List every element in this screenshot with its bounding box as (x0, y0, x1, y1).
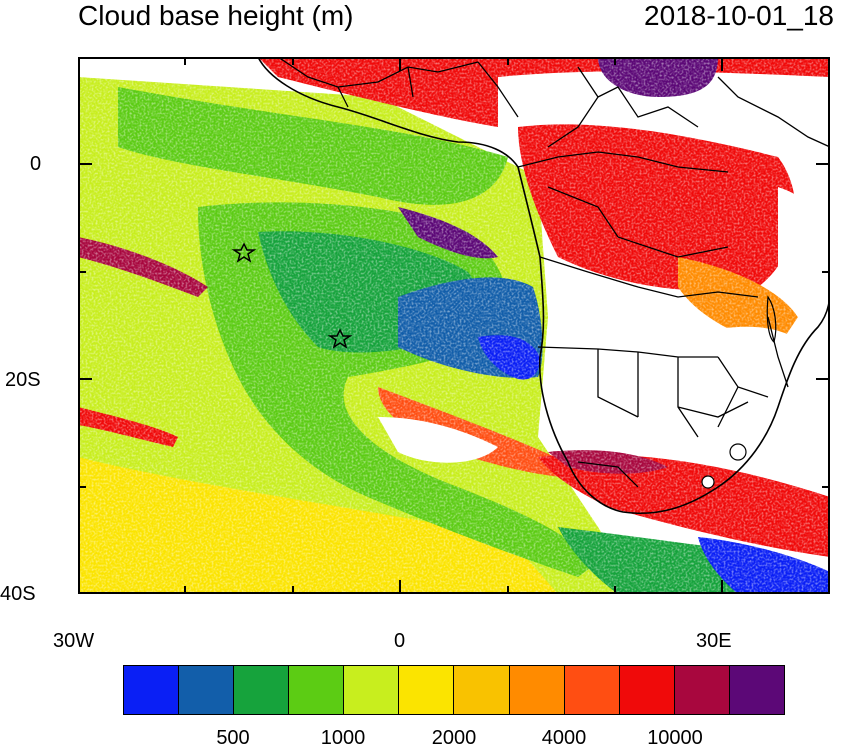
x-tick-30w: 30W (53, 630, 95, 652)
map-timestamp: 2018-10-01_18 (644, 0, 834, 31)
colorbar-box (289, 666, 345, 714)
colorbar-box (344, 666, 400, 714)
colorbar-label-4000: 4000 (541, 727, 587, 749)
y-tick-0: 0 (30, 153, 42, 175)
colorbar (123, 665, 785, 715)
map-title: Cloud base height (m) (78, 0, 354, 31)
station-star-marker (327, 328, 353, 349)
y-tick-20s: 20S (5, 369, 41, 391)
lake-outline (766, 295, 777, 344)
colorbar-label-10000: 10000 (647, 727, 703, 749)
colorbar-label-500: 500 (216, 727, 250, 749)
colorbar-box (234, 666, 290, 714)
cloud-base-map (78, 57, 830, 594)
clear-sky-southern-africa (548, 326, 818, 454)
x-tick-30e: 30E (696, 630, 732, 652)
clear-sky-east (778, 187, 830, 347)
colorbar-box (729, 666, 784, 714)
colorbar-box (564, 666, 620, 714)
colorbar-box (179, 666, 235, 714)
axis-ticks (78, 57, 830, 594)
country-borders (517, 151, 789, 488)
colorbar-label-1000: 1000 (320, 727, 366, 749)
clear-sky-ocean (378, 417, 498, 463)
eswatini-outline (701, 475, 715, 489)
colorbar-box (619, 666, 675, 714)
colorbar-box (124, 666, 180, 714)
colorbar-box (454, 666, 510, 714)
colorbar-box (509, 666, 565, 714)
africa-coastline (257, 57, 830, 515)
north-border-network (277, 57, 830, 148)
y-tick-40s: 40S (0, 583, 36, 605)
colorbar-label-2000: 2000 (431, 727, 477, 749)
colorbar-box (399, 666, 455, 714)
station-star-marker (231, 242, 257, 263)
x-tick-0: 0 (394, 630, 406, 652)
lesotho-outline (729, 443, 747, 461)
colorbar-box (674, 666, 730, 714)
